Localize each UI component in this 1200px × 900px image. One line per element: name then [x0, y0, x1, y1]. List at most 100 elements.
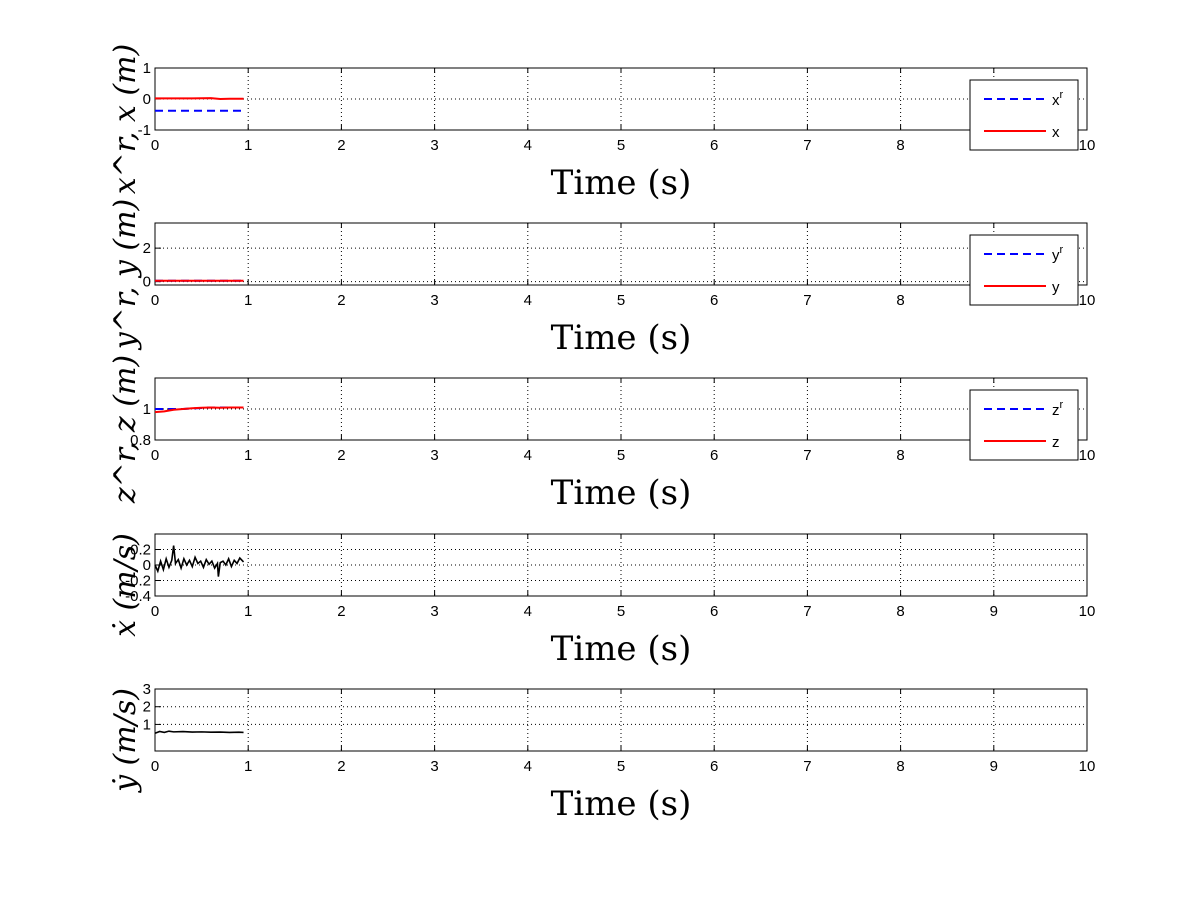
legend-label: y	[1052, 279, 1060, 296]
legend-box	[969, 389, 1079, 461]
legend-label: x	[1052, 124, 1060, 141]
x-tick-label: 10	[1079, 292, 1096, 309]
legend-box	[969, 234, 1079, 306]
x-tick-label: 5	[617, 603, 625, 620]
x-axis-label: Time (s)	[551, 318, 692, 358]
x-tick-label: 5	[617, 447, 625, 464]
x-tick-label: 2	[337, 137, 345, 154]
y-tick-label: -0.2	[125, 573, 151, 590]
x-axis-label: Time (s)	[551, 163, 692, 203]
x-tick-label: 9	[990, 603, 998, 620]
series-line-	[154, 545, 245, 577]
x-tick-label: 4	[524, 758, 532, 775]
y-axis-label: y^r, y (m)	[108, 199, 143, 352]
y-tick-label: 2	[143, 699, 151, 716]
x-axis-label: Time (s)	[551, 473, 692, 513]
y-tick-label: 1	[143, 401, 151, 418]
x-tick-label: 6	[710, 292, 718, 309]
x-tick-label: 10	[1079, 758, 1096, 775]
y-axis-label: ẋ (m/s)	[108, 533, 143, 637]
x-tick-label: 1	[244, 758, 252, 775]
x-tick-label: 6	[710, 603, 718, 620]
x-tick-label: 0	[151, 447, 159, 464]
x-tick-label: 8	[896, 758, 904, 775]
y-tick-label: 0.2	[130, 542, 151, 559]
subplot-2: 01234567891002Time (s)y^r, y (m)yry	[108, 199, 1095, 358]
y-tick-label: -1	[138, 122, 151, 139]
y-tick-label: -0.4	[125, 588, 151, 605]
x-tick-label: 8	[896, 603, 904, 620]
x-axis-label: Time (s)	[551, 629, 692, 669]
x-tick-label: 4	[524, 292, 532, 309]
axes-box	[154, 222, 1088, 286]
y-tick-label: 1	[143, 60, 151, 77]
y-axis-label: ẏ (m/s)	[108, 688, 143, 794]
x-tick-label: 0	[151, 758, 159, 775]
x-tick-label: 3	[430, 758, 438, 775]
x-tick-label: 2	[337, 447, 345, 464]
x-tick-label: 6	[710, 447, 718, 464]
x-tick-label: 4	[524, 137, 532, 154]
x-tick-label: 5	[617, 758, 625, 775]
legend: yr y	[969, 234, 1079, 306]
x-tick-label: 7	[803, 137, 811, 154]
x-tick-label: 2	[337, 758, 345, 775]
x-tick-label: 10	[1079, 137, 1096, 154]
x-tick-label: 1	[244, 447, 252, 464]
x-tick-label: 3	[430, 292, 438, 309]
x-tick-label: 10	[1079, 447, 1096, 464]
legend-label: xr	[1052, 89, 1064, 109]
x-tick-label: 4	[524, 447, 532, 464]
x-tick-label: 9	[990, 758, 998, 775]
series-line-	[154, 730, 244, 735]
x-tick-label: 7	[803, 758, 811, 775]
x-tick-label: 4	[524, 603, 532, 620]
x-tick-label: 5	[617, 292, 625, 309]
x-tick-label: 7	[803, 292, 811, 309]
x-tick-label: 2	[337, 292, 345, 309]
y-axis-label: z^r, z (m)	[108, 355, 143, 504]
axes-box	[154, 688, 1088, 752]
legend-label: z	[1052, 434, 1060, 451]
x-tick-label: 2	[337, 603, 345, 620]
y-tick-label: 0	[143, 557, 151, 574]
y-tick-label: 3	[143, 681, 151, 698]
y-tick-label: 1	[143, 716, 151, 733]
x-tick-label: 5	[617, 137, 625, 154]
legend: xr x	[969, 79, 1079, 151]
x-tick-label: 0	[151, 292, 159, 309]
x-tick-label: 7	[803, 603, 811, 620]
y-tick-label: 2	[143, 240, 151, 257]
x-tick-label: 8	[896, 137, 904, 154]
x-axis-label: Time (s)	[551, 784, 692, 824]
x-tick-label: 7	[803, 447, 811, 464]
x-tick-label: 3	[430, 137, 438, 154]
x-tick-label: 3	[430, 447, 438, 464]
legend-label: yr	[1052, 244, 1064, 264]
y-tick-label: 0	[143, 91, 151, 108]
x-tick-label: 6	[710, 758, 718, 775]
x-tick-label: 10	[1079, 603, 1096, 620]
x-tick-label: 1	[244, 137, 252, 154]
y-axis-label: x^r, x (m)	[108, 44, 143, 194]
x-tick-label: 8	[896, 292, 904, 309]
x-tick-label: 8	[896, 447, 904, 464]
legend-box	[969, 79, 1079, 151]
x-tick-label: 1	[244, 603, 252, 620]
x-tick-label: 6	[710, 137, 718, 154]
series-line-x	[155, 97, 244, 101]
y-tick-label: 0.8	[130, 432, 151, 449]
legend: zr z	[969, 389, 1079, 461]
y-tick-label: 0	[143, 274, 151, 291]
series-line-z	[154, 406, 244, 414]
legend-label: zr	[1052, 399, 1064, 419]
x-tick-label: 3	[430, 603, 438, 620]
x-tick-label: 0	[151, 603, 159, 620]
x-tick-label: 0	[151, 137, 159, 154]
x-tick-label: 1	[244, 292, 252, 309]
